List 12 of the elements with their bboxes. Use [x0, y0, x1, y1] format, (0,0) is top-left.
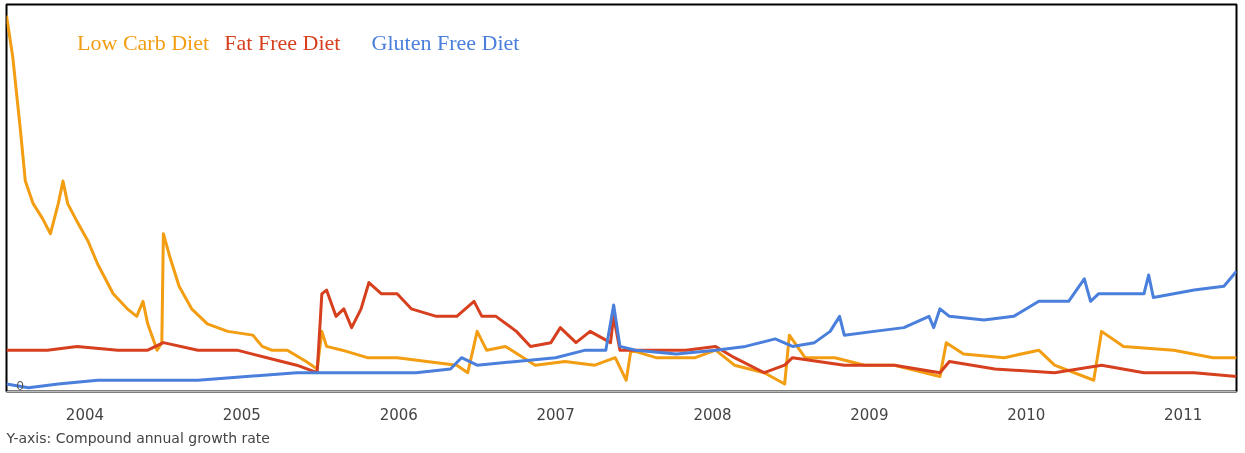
text: Fat Free Diet — [224, 29, 341, 55]
x-tick-label: 2009 — [850, 405, 889, 424]
x-tick-label: 2011 — [1164, 405, 1203, 424]
x-tick-label: 2008 — [693, 405, 732, 424]
x-tick-label: 2004 — [65, 405, 105, 424]
x-tick-label: 2005 — [222, 405, 261, 424]
x-tick-label: 2006 — [379, 405, 418, 424]
x-tick-label: 2007 — [536, 405, 575, 424]
text: Low Carb Diet — [77, 29, 210, 55]
text: Gluten Free Diet — [371, 29, 520, 55]
x-tick-label: 2010 — [1007, 405, 1046, 424]
text: Y-axis: Compound annual growth rate — [5, 429, 270, 446]
